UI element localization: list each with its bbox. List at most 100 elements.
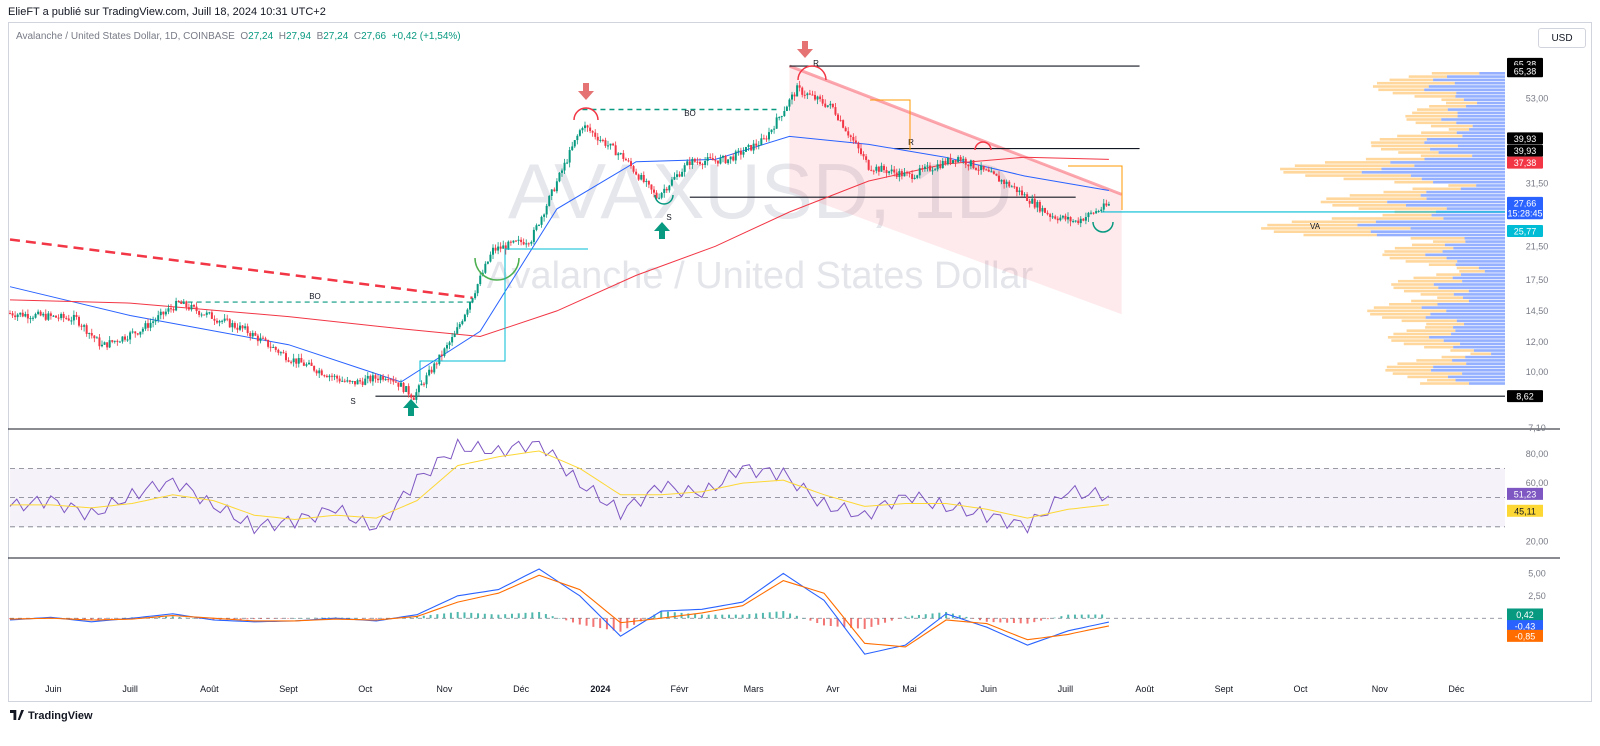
price-axis[interactable]: 53,00 31,50 21,50 17,50 14,50 12,00 10,00 7,10 6… — [1507, 57, 1549, 642]
candle-body — [193, 305, 195, 307]
macd-pane[interactable] — [9, 568, 1505, 655]
downtrend-dashed-line — [9, 238, 473, 300]
macd-hist-bar — [463, 612, 466, 619]
candle — [668, 184, 671, 193]
candle — [103, 341, 106, 345]
candle-body — [1038, 201, 1041, 212]
macd-hist-bar — [605, 618, 608, 630]
vp-bar-up — [1430, 312, 1505, 316]
legend-high: 27,94 — [285, 31, 312, 42]
candle-body — [1072, 220, 1075, 222]
symbol-legend: Avalanche / United States Dollar, 1D, CO… — [16, 31, 461, 42]
ma-line — [9, 135, 1109, 383]
s-label: S — [350, 397, 355, 406]
candle-body — [895, 172, 898, 177]
candle-body — [532, 229, 535, 242]
vp-bar-up — [1469, 128, 1505, 131]
vp-bar-down — [1383, 190, 1427, 194]
candle-body — [320, 370, 323, 376]
candle-body — [673, 176, 676, 180]
vp-bar-up — [1438, 151, 1505, 154]
macd-tag-bg — [1507, 629, 1543, 642]
candle-body — [793, 94, 796, 97]
candle — [185, 300, 188, 311]
r-label: R — [813, 59, 819, 68]
vp-bar-down — [1382, 316, 1426, 319]
candle-body — [497, 246, 500, 251]
price-pane[interactable]: BO BO S S R R VA — [8, 41, 1560, 559]
candle-body — [428, 369, 431, 376]
vp-bar-up — [1414, 164, 1505, 167]
macd-hist-bar — [1040, 618, 1043, 621]
candle — [635, 168, 638, 176]
candle — [747, 143, 750, 151]
macd-hist-bar — [110, 618, 113, 619]
candle-body — [466, 309, 469, 315]
candle — [604, 137, 607, 148]
candle-body — [737, 150, 740, 152]
macd-hist-bar — [382, 618, 385, 619]
macd-hist-bar — [945, 611, 948, 619]
buy-arrow-icon — [654, 222, 670, 239]
candle-body — [655, 192, 658, 199]
macd-hist-bar — [870, 618, 873, 627]
rsi-pane[interactable] — [9, 438, 1505, 535]
candle-body — [136, 333, 139, 335]
range-box — [419, 248, 588, 382]
candle — [998, 171, 1000, 182]
time-tick-label: Févr — [671, 684, 689, 694]
candle — [527, 242, 530, 247]
candle-body — [60, 313, 63, 319]
candle — [471, 297, 474, 304]
vp-bar-up — [1410, 227, 1505, 230]
candle-body — [1036, 201, 1039, 208]
candle-body — [1059, 217, 1062, 221]
vp-bar-up — [1466, 362, 1505, 365]
macd-tag-bg — [1507, 608, 1543, 621]
candle — [704, 156, 707, 168]
macd-hist-bar — [70, 618, 73, 619]
price-tick-label: 10,00 — [1526, 367, 1549, 377]
candle — [223, 314, 226, 323]
macd-hist-bar — [375, 618, 378, 620]
time-axis[interactable]: Juin Juill Août Sept Oct Nov Déc 2024 Févr Mars Av… — [45, 684, 1465, 694]
tradingview-logo-icon — [10, 710, 24, 720]
candle — [875, 164, 878, 174]
candle-body — [778, 117, 781, 119]
macd-hist-bar — [897, 618, 900, 619]
time-tick-label: Juin — [981, 684, 998, 694]
candle — [152, 316, 155, 328]
candle — [244, 323, 247, 330]
candle — [479, 271, 482, 287]
macd-hist-bar — [510, 613, 513, 619]
time-tick-label: Août — [1135, 684, 1154, 694]
candle-body — [221, 320, 224, 322]
candle — [530, 240, 533, 246]
candle — [497, 242, 500, 255]
candle — [1000, 179, 1003, 185]
candle — [734, 149, 737, 165]
candle-body — [236, 327, 239, 330]
macd-hist-bar — [761, 612, 764, 619]
candle — [466, 308, 469, 318]
publish-info: ElieFT a publié sur TradingView.com, Jui… — [8, 6, 326, 18]
currency-button[interactable]: USD — [1538, 28, 1586, 48]
candle — [354, 381, 356, 387]
candle-body — [443, 348, 446, 356]
candle-body — [269, 346, 272, 348]
candle-body — [785, 106, 788, 112]
candle — [696, 157, 699, 165]
macd-hist-bar — [551, 616, 554, 619]
candle-body — [515, 240, 517, 242]
candle — [361, 377, 364, 387]
range-box — [1068, 165, 1123, 210]
candle-body — [1051, 216, 1054, 218]
macd-hist-bar — [755, 613, 758, 619]
macd-tag-bg — [1507, 620, 1543, 633]
time-tick-label: Mai — [902, 684, 917, 694]
candle-body — [553, 189, 556, 192]
candle — [78, 315, 80, 328]
candle-body — [451, 337, 454, 343]
candle-body — [581, 128, 584, 131]
